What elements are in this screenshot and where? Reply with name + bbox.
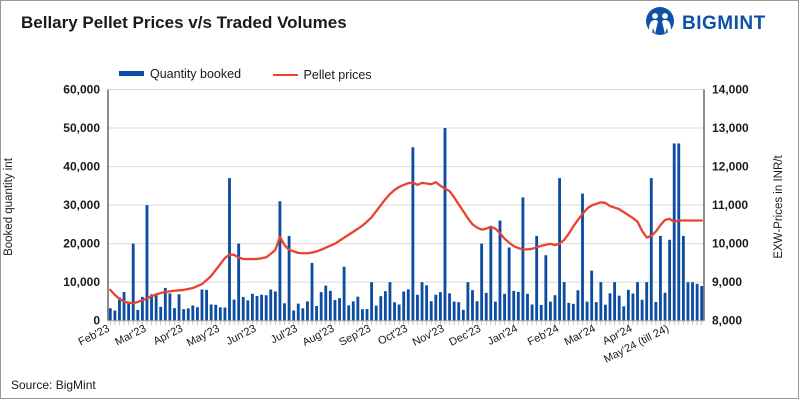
svg-text:8,000: 8,000 (712, 314, 742, 328)
svg-text:Feb'24: Feb'24 (526, 323, 561, 349)
svg-text:Nov'23: Nov'23 (411, 323, 447, 349)
svg-text:Mar'23: Mar'23 (113, 323, 148, 349)
svg-text:Jan'24: Jan'24 (486, 323, 520, 348)
svg-text:10,000: 10,000 (712, 237, 749, 251)
svg-text:40,000: 40,000 (63, 160, 100, 174)
svg-text:Sep'23: Sep'23 (337, 323, 373, 349)
svg-text:Mar'24: Mar'24 (563, 323, 598, 349)
svg-text:May'23: May'23 (185, 323, 222, 350)
svg-text:10,000: 10,000 (63, 275, 100, 289)
svg-text:Jul'23: Jul'23 (269, 323, 300, 347)
svg-text:Dec'23: Dec'23 (447, 323, 483, 349)
svg-text:60,000: 60,000 (63, 83, 100, 97)
svg-text:11,000: 11,000 (712, 198, 748, 212)
svg-text:Aug'23: Aug'23 (301, 323, 337, 349)
svg-text:30,000: 30,000 (63, 198, 100, 212)
svg-text:13,000: 13,000 (712, 121, 749, 135)
svg-text:12,000: 12,000 (712, 160, 749, 174)
svg-text:50,000: 50,000 (63, 121, 100, 135)
svg-text:9,000: 9,000 (712, 275, 742, 289)
svg-text:Apr'23: Apr'23 (152, 323, 185, 348)
svg-text:20,000: 20,000 (63, 237, 100, 251)
svg-text:Jun'23: Jun'23 (224, 323, 258, 348)
svg-text:14,000: 14,000 (712, 83, 749, 97)
svg-text:Oct'23: Oct'23 (376, 323, 409, 348)
